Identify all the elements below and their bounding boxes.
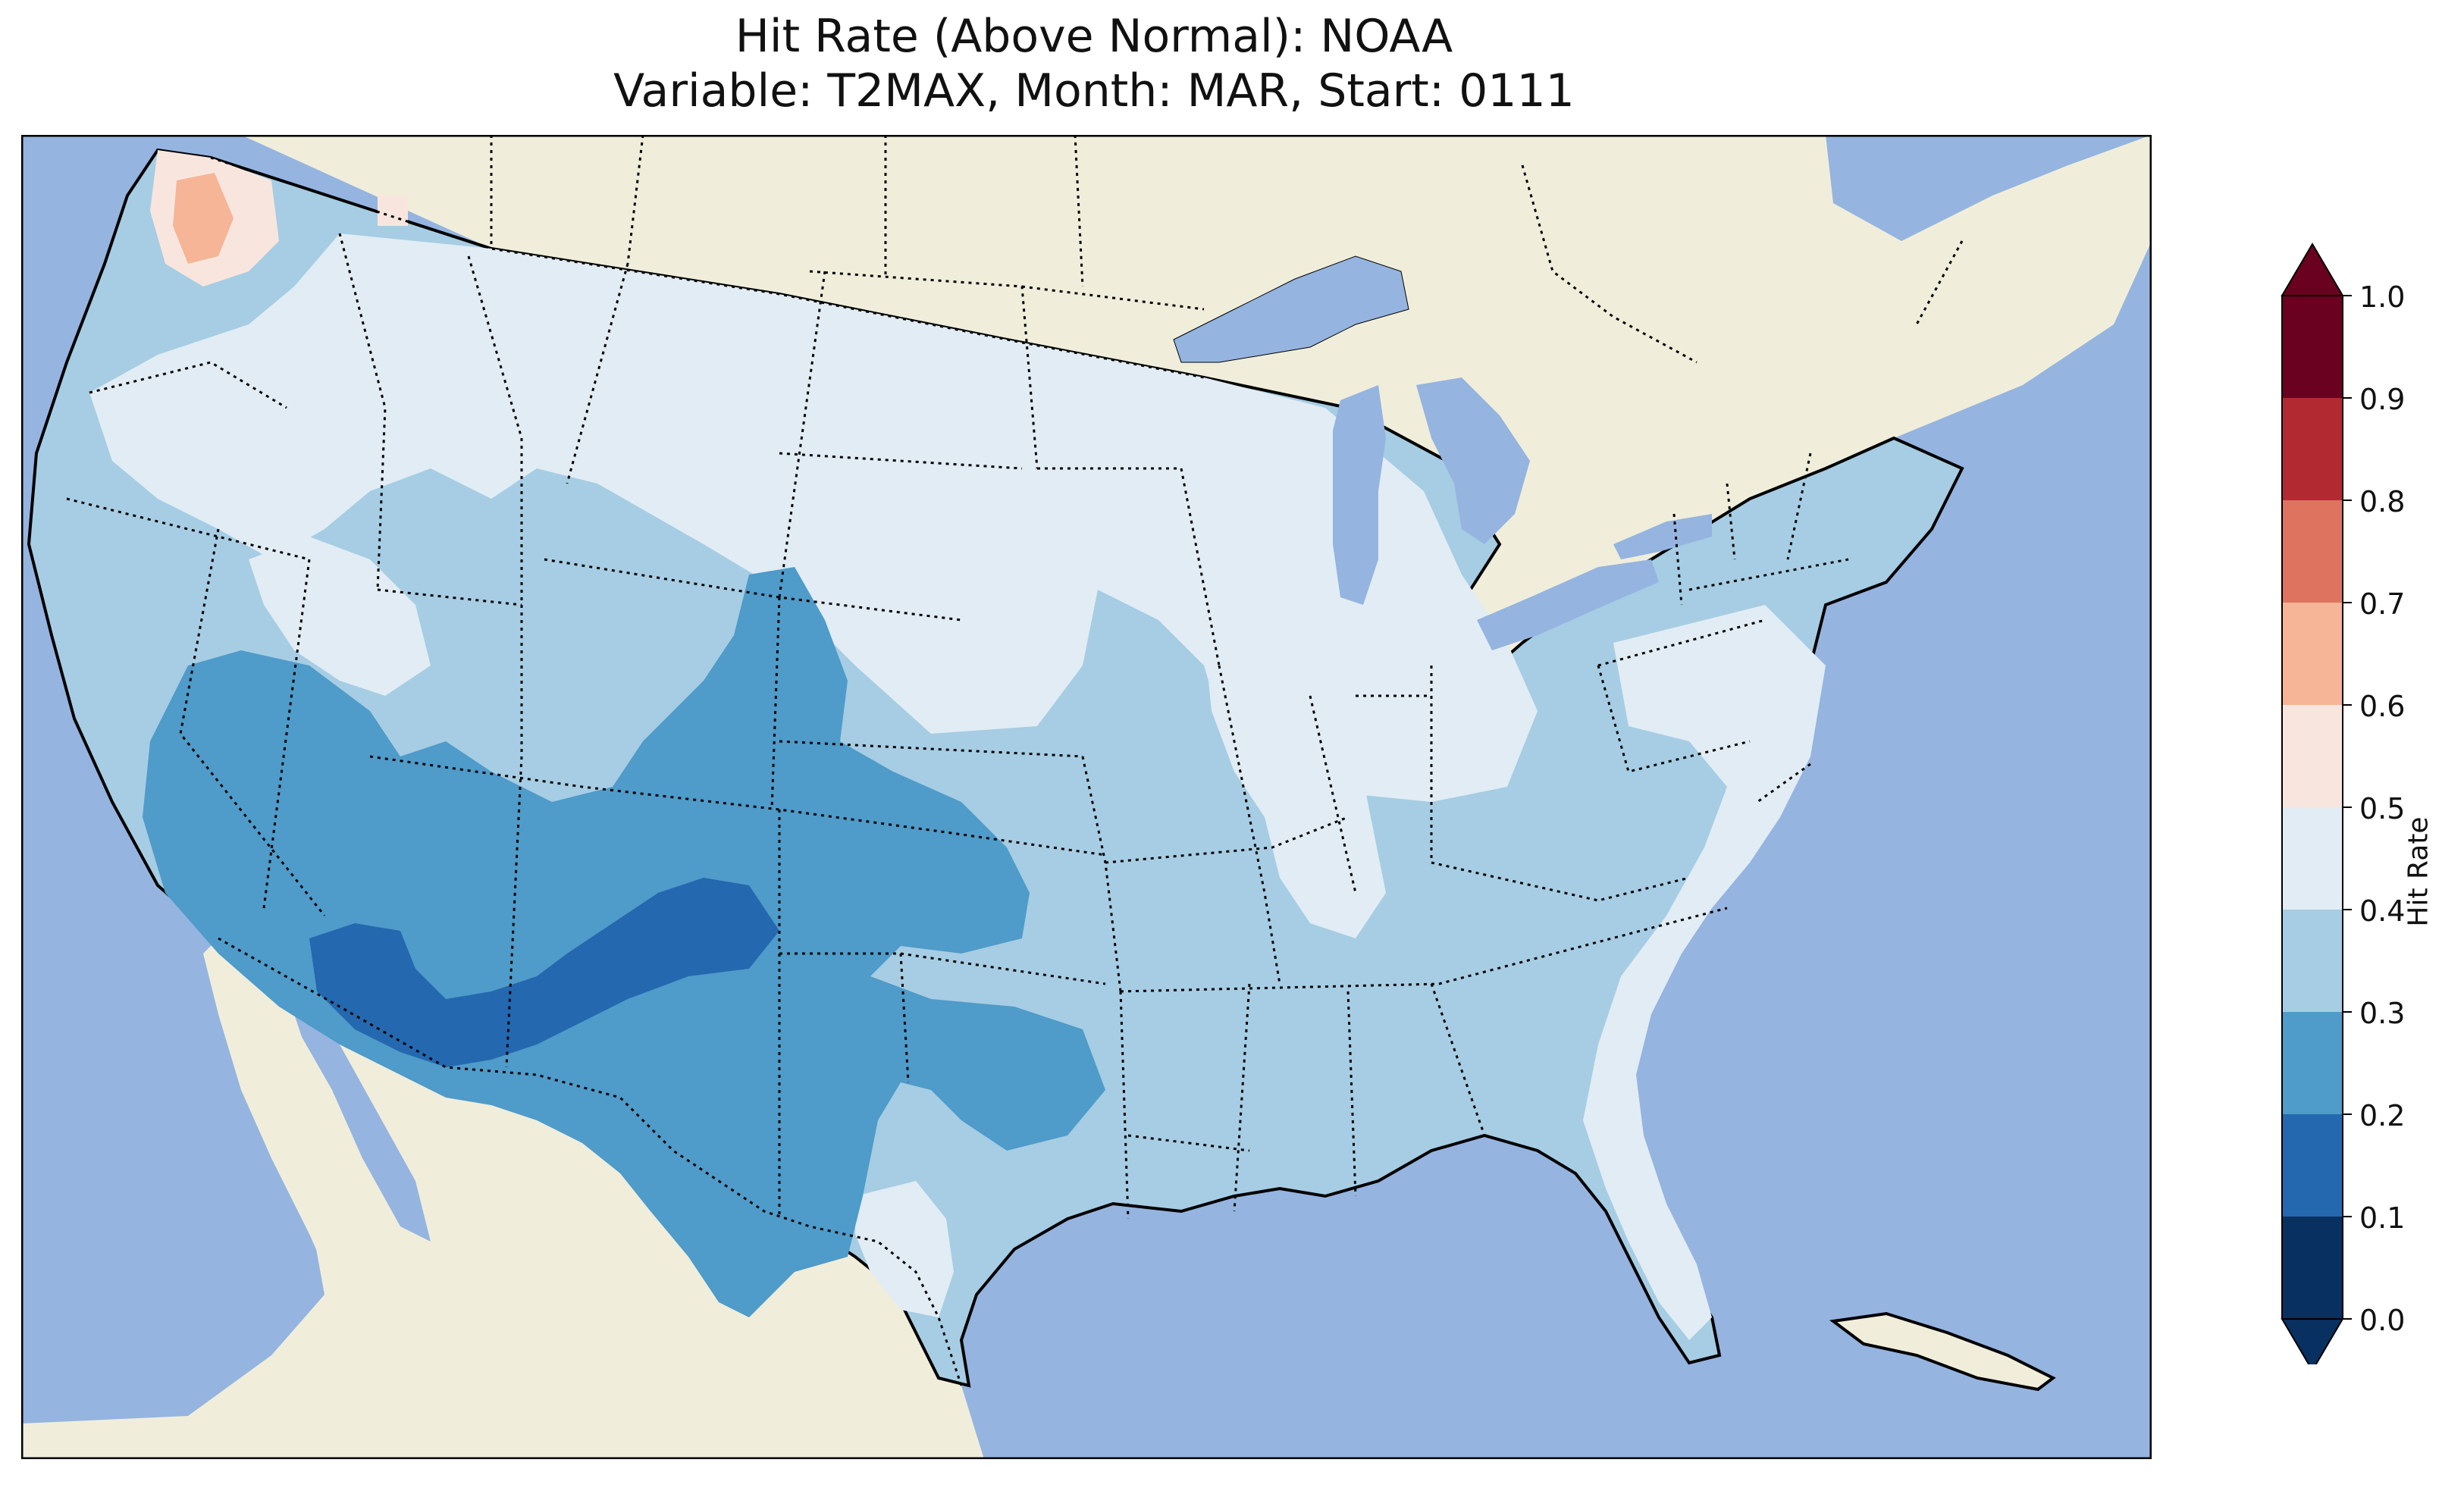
state-borders xyxy=(66,233,1849,1220)
lake-erie xyxy=(1477,559,1659,650)
colorbar-segment-5 xyxy=(2282,705,2343,807)
colorbar-tick-0.4: 0.4 xyxy=(2359,894,2406,928)
colorbar-tick-0.3: 0.3 xyxy=(2359,997,2406,1030)
colorbar-segment-3 xyxy=(2282,910,2343,1012)
lake-ontario xyxy=(1613,514,1712,559)
canada-border xyxy=(210,156,1205,379)
mexico-land xyxy=(21,938,984,1459)
map-frame xyxy=(21,135,2152,1459)
colorbar-tick-0.0: 0.0 xyxy=(2359,1304,2406,1337)
colorbar-tick-0.1: 0.1 xyxy=(2359,1201,2406,1235)
title-line-1: Hit Rate (Above Normal): NOAA xyxy=(735,10,1453,63)
province-borders xyxy=(490,135,1964,364)
region-class-01-02-arizona-nm xyxy=(309,878,779,1067)
colorbar-tick-0.2: 0.2 xyxy=(2359,1099,2406,1132)
colorbar-segment-9 xyxy=(2282,296,2343,398)
colorbar-tick-0.8: 0.8 xyxy=(2359,485,2406,518)
canada-land xyxy=(241,135,2152,696)
colorbar-segment-6 xyxy=(2282,603,2343,705)
region-class-05-06-idaho xyxy=(378,196,408,226)
colorbar-tick-0.7: 0.7 xyxy=(2359,587,2406,621)
region-class-04-05-north xyxy=(89,233,1538,802)
colorbar xyxy=(2281,243,2352,1364)
colorbar-segment-2 xyxy=(2282,1012,2343,1114)
colorbar-segment-7 xyxy=(2282,500,2343,603)
region-class-04-05-far-west xyxy=(249,537,431,696)
region-class-04-05-east xyxy=(1583,605,1826,1340)
colorbar-segment-4 xyxy=(2282,807,2343,910)
colorbar-axis-label: Hit Rate xyxy=(2403,816,2434,927)
colorbar-tick-0.5: 0.5 xyxy=(2359,792,2406,825)
gulf-of-california xyxy=(287,991,431,1242)
colorbar-extend-low xyxy=(2281,1318,2344,1364)
baja-land xyxy=(203,938,431,1416)
colorbar-segment-0 xyxy=(2282,1217,2343,1319)
mexico-border xyxy=(218,937,963,1386)
us-map xyxy=(21,135,2152,1459)
colorbar-tick-0.6: 0.6 xyxy=(2359,690,2406,723)
region-class-04-05-texas xyxy=(855,1181,954,1317)
lake-huron xyxy=(1416,377,1530,544)
title-line-2: Variable: T2MAX, Month: MAR, Start: 0111 xyxy=(613,64,1575,117)
lake-michigan xyxy=(1333,385,1386,605)
region-class-06-07-puget xyxy=(173,173,234,264)
colorbar-extend-high xyxy=(2281,243,2344,296)
colorbar-segment-8 xyxy=(2282,398,2343,500)
map-title: Hit Rate (Above Normal): NOAA Variable: … xyxy=(21,9,2167,118)
lake-superior xyxy=(1173,255,1409,363)
colorbar-tick-0.9: 0.9 xyxy=(2359,383,2406,416)
colorbar-tick-1.0: 1.0 xyxy=(2359,280,2406,314)
region-class-04-05-midwest xyxy=(1204,620,1386,938)
colorbar-segment-1 xyxy=(2282,1114,2343,1217)
cuba-land xyxy=(1829,1311,2056,1392)
